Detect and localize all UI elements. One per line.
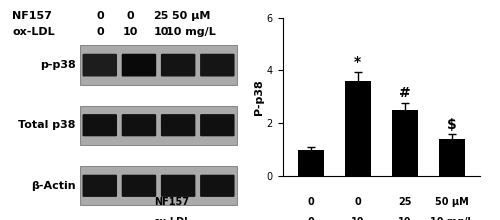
Text: ox-LDL: ox-LDL	[154, 217, 192, 220]
Text: *: *	[354, 55, 362, 69]
Bar	[298, 150, 324, 176]
Text: 10: 10	[153, 27, 168, 37]
FancyBboxPatch shape	[80, 106, 237, 145]
FancyBboxPatch shape	[161, 54, 196, 77]
Text: 10 mg/L: 10 mg/L	[166, 27, 216, 37]
Text: #: #	[399, 86, 410, 100]
Text: 0: 0	[96, 11, 104, 21]
FancyBboxPatch shape	[200, 114, 234, 136]
FancyBboxPatch shape	[161, 114, 196, 136]
Text: 0: 0	[96, 27, 104, 37]
FancyBboxPatch shape	[82, 175, 117, 197]
Text: Total p38: Total p38	[18, 120, 76, 130]
Text: 25: 25	[398, 197, 411, 207]
Text: 10: 10	[351, 217, 364, 220]
Bar	[345, 81, 370, 176]
FancyBboxPatch shape	[80, 167, 237, 205]
FancyBboxPatch shape	[161, 175, 196, 197]
Text: 10: 10	[398, 217, 411, 220]
Text: 0: 0	[308, 197, 314, 207]
Text: 10: 10	[123, 27, 138, 37]
FancyBboxPatch shape	[82, 54, 117, 77]
FancyBboxPatch shape	[80, 45, 237, 85]
Text: ox-LDL: ox-LDL	[12, 27, 55, 37]
Y-axis label: P-p38: P-p38	[254, 79, 264, 115]
FancyBboxPatch shape	[122, 114, 156, 136]
Bar	[439, 139, 464, 176]
FancyBboxPatch shape	[122, 175, 156, 197]
Text: 0: 0	[354, 197, 361, 207]
Text: 0: 0	[308, 217, 314, 220]
FancyBboxPatch shape	[82, 114, 117, 136]
Bar	[392, 110, 417, 176]
FancyBboxPatch shape	[200, 175, 234, 197]
FancyBboxPatch shape	[122, 54, 156, 77]
FancyBboxPatch shape	[200, 54, 234, 77]
Text: NF157: NF157	[12, 11, 52, 21]
Text: 0: 0	[126, 11, 134, 21]
Text: 10 mg/L: 10 mg/L	[430, 217, 474, 220]
Text: β-Actin: β-Actin	[31, 181, 76, 191]
Text: p-p38: p-p38	[40, 60, 76, 70]
Text: 50 μM: 50 μM	[435, 197, 468, 207]
Text: $: $	[447, 118, 456, 132]
Text: NF157: NF157	[154, 197, 189, 207]
Text: 50 μM: 50 μM	[172, 11, 210, 21]
Text: 25: 25	[153, 11, 168, 21]
